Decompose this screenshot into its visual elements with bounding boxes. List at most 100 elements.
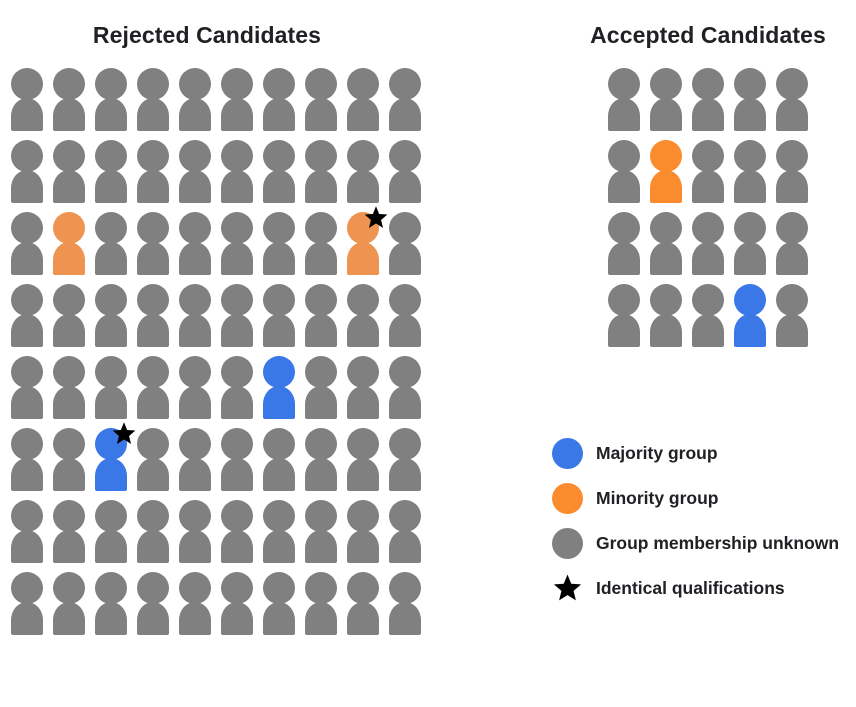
figure-head xyxy=(263,68,295,100)
legend-color-swatch xyxy=(552,438,583,469)
candidate-figure xyxy=(10,500,52,572)
figure-body xyxy=(179,170,211,203)
candidate-figure xyxy=(607,140,649,212)
figure-body xyxy=(776,170,808,203)
figure-head xyxy=(263,428,295,460)
figure-head xyxy=(53,500,85,532)
figure-body xyxy=(179,314,211,347)
candidate-figure xyxy=(304,500,346,572)
figure-head xyxy=(263,356,295,388)
candidate-figure xyxy=(52,572,94,644)
figure-body xyxy=(650,242,682,275)
figure-head xyxy=(734,284,766,316)
legend-item: Minority group xyxy=(552,483,852,514)
candidate-figure xyxy=(262,140,304,212)
figure-body xyxy=(692,98,724,131)
figure-body xyxy=(53,386,85,419)
figure-head xyxy=(53,212,85,244)
candidate-figure xyxy=(10,356,52,428)
figure-body xyxy=(179,242,211,275)
figure-head xyxy=(137,140,169,172)
candidate-figure xyxy=(136,428,178,500)
figure-body xyxy=(221,170,253,203)
figure-head xyxy=(305,284,337,316)
figure-head xyxy=(734,68,766,100)
candidate-figure xyxy=(136,212,178,284)
figure-head xyxy=(11,500,43,532)
figure-head xyxy=(137,428,169,460)
figure-head xyxy=(347,428,379,460)
candidate-figure xyxy=(10,68,52,140)
figure-head xyxy=(347,500,379,532)
figure-body xyxy=(692,170,724,203)
candidate-figure xyxy=(346,284,388,356)
candidate-figure xyxy=(136,572,178,644)
figure-body xyxy=(734,314,766,347)
figure-head xyxy=(11,68,43,100)
figure-head xyxy=(53,284,85,316)
candidate-figure xyxy=(775,140,817,212)
star-icon xyxy=(363,205,389,231)
rejected-panel-title: Rejected Candidates xyxy=(92,22,322,48)
figure-body xyxy=(263,98,295,131)
candidate-figure xyxy=(10,140,52,212)
figure-body xyxy=(179,530,211,563)
figure-head xyxy=(221,68,253,100)
figure-head xyxy=(347,68,379,100)
candidate-figure xyxy=(262,212,304,284)
figure-body xyxy=(734,170,766,203)
figure-head xyxy=(650,140,682,172)
candidate-figure xyxy=(388,356,430,428)
figure-body xyxy=(608,170,640,203)
figure-head xyxy=(389,428,421,460)
figure-body xyxy=(179,98,211,131)
figure-head xyxy=(263,140,295,172)
candidate-figure xyxy=(388,428,430,500)
candidate-figure xyxy=(52,68,94,140)
figure-head xyxy=(608,212,640,244)
figure-body xyxy=(263,314,295,347)
figure-body xyxy=(137,602,169,635)
figure-body xyxy=(608,242,640,275)
candidate-figure xyxy=(220,140,262,212)
figure-body xyxy=(347,170,379,203)
figure-body xyxy=(776,98,808,131)
candidate-figure xyxy=(607,284,649,356)
figure-head xyxy=(305,428,337,460)
candidate-figure xyxy=(178,140,220,212)
figure-body xyxy=(11,314,43,347)
figure-head xyxy=(650,212,682,244)
figure-body xyxy=(95,170,127,203)
figure-body xyxy=(389,314,421,347)
figure-head xyxy=(179,284,211,316)
figure-body xyxy=(95,98,127,131)
figure-body xyxy=(221,602,253,635)
figure-head xyxy=(179,572,211,604)
figure-head xyxy=(347,140,379,172)
candidate-figure xyxy=(388,140,430,212)
figure-body xyxy=(221,242,253,275)
candidate-figure xyxy=(178,356,220,428)
figure-body xyxy=(347,602,379,635)
legend-color-swatch xyxy=(552,528,583,559)
candidate-figure xyxy=(304,68,346,140)
candidate-figure xyxy=(94,356,136,428)
figure-body xyxy=(776,314,808,347)
figure-head xyxy=(221,140,253,172)
candidate-figure xyxy=(94,68,136,140)
candidate-figure xyxy=(220,356,262,428)
figure-head xyxy=(11,356,43,388)
figure-body xyxy=(776,242,808,275)
figure-head xyxy=(221,572,253,604)
figure-head xyxy=(305,572,337,604)
candidate-figure xyxy=(10,284,52,356)
candidate-figure xyxy=(304,428,346,500)
figure-body xyxy=(389,458,421,491)
legend: Majority group Minority group Group member… xyxy=(552,438,852,616)
figure-head xyxy=(389,356,421,388)
figure-body xyxy=(347,458,379,491)
figure-body xyxy=(137,530,169,563)
figure-head xyxy=(53,356,85,388)
candidate-figure xyxy=(304,212,346,284)
figure-body xyxy=(95,602,127,635)
